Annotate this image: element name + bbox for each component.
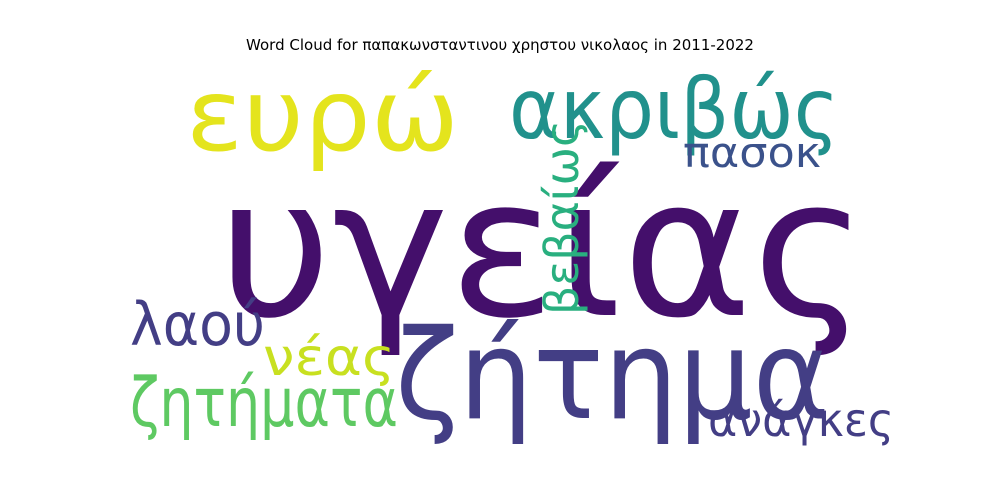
word-eyro: ευρώ xyxy=(186,57,459,174)
word-neas: νέας xyxy=(263,328,395,388)
word-vevaios: βεβαίως xyxy=(535,120,589,315)
word-laou: λαού xyxy=(130,290,265,360)
word-anagkes: ανάγκες xyxy=(708,393,894,447)
word-zitima: ζήτημα xyxy=(395,304,830,448)
word-pasok: πασοκ xyxy=(683,128,821,177)
word-ygeias: υγείας xyxy=(218,138,868,361)
word-zitimata: ζητήματα xyxy=(130,364,398,443)
chart-title: Word Cloud for παπακωνσταντινου χρηστου … xyxy=(246,36,754,54)
word-akrivos: ακριβώς xyxy=(509,60,839,158)
